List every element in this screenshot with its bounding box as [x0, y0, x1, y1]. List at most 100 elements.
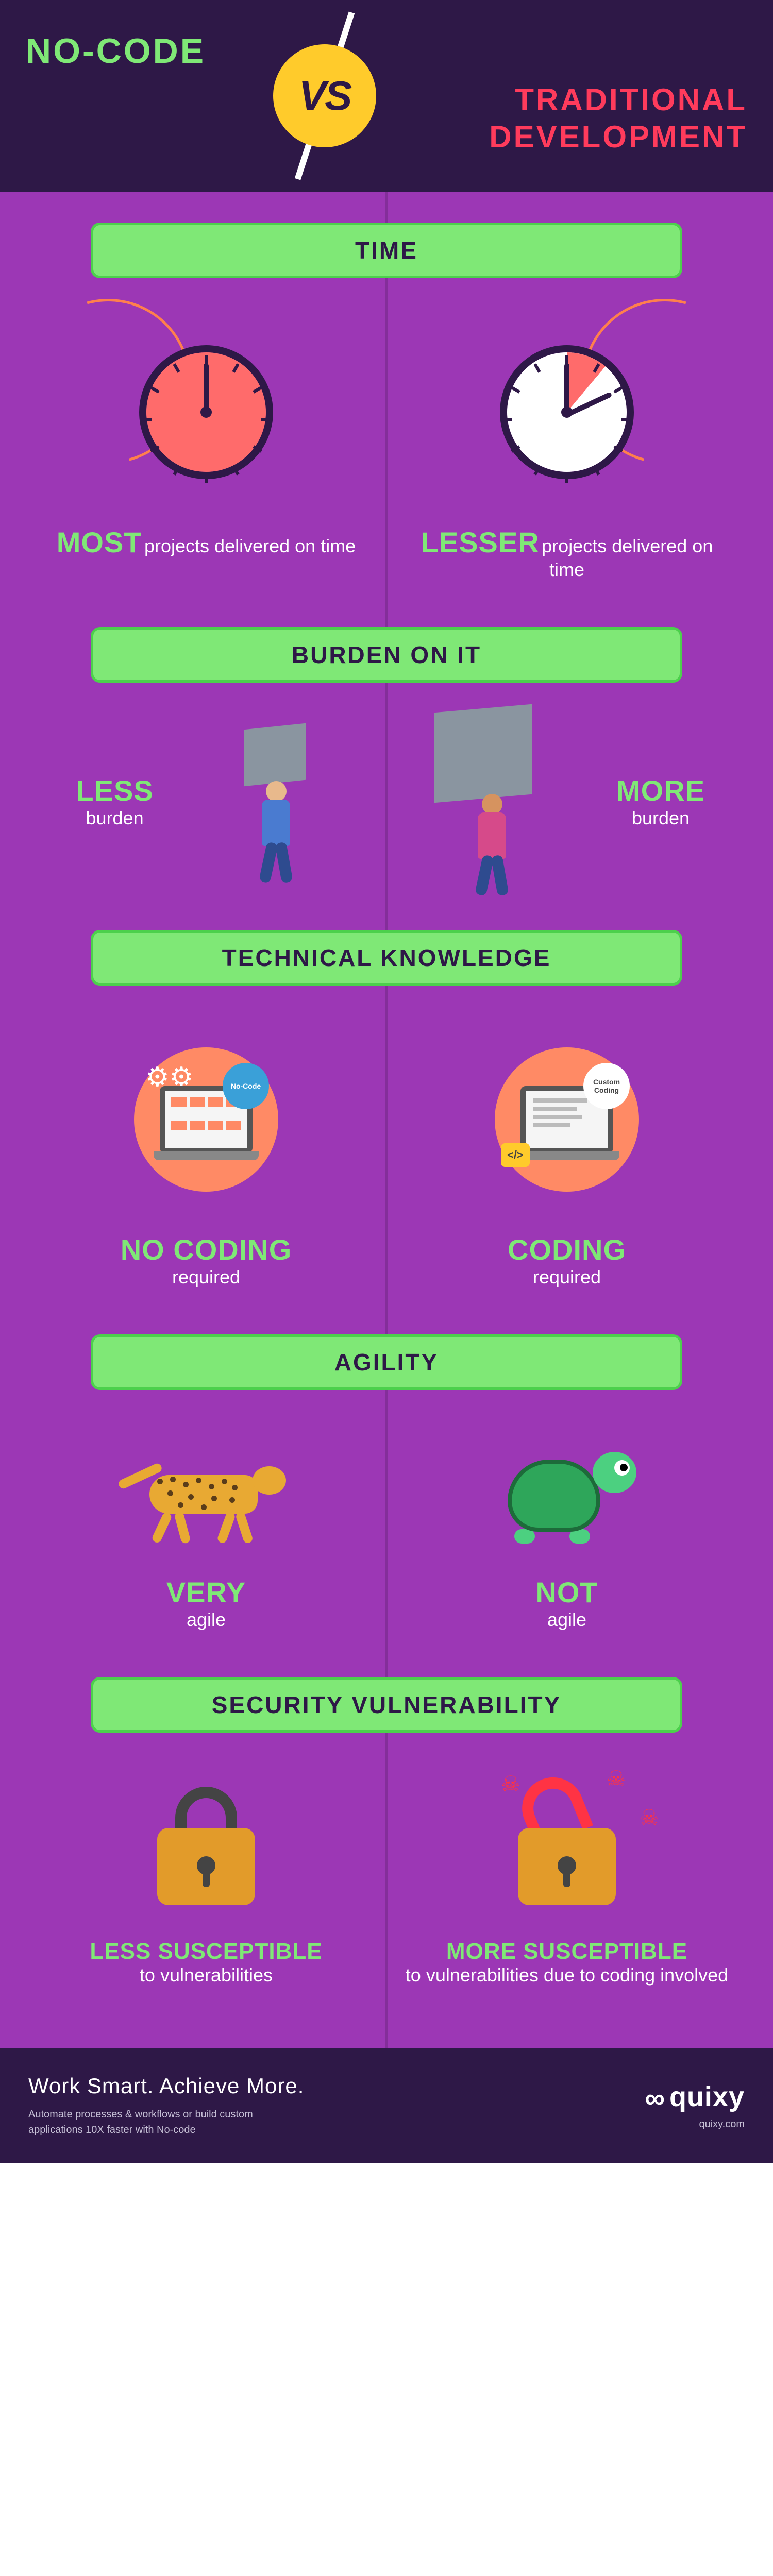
footer-left: Work Smart. Achieve More. Automate proce… [28, 2074, 304, 2138]
coding-circle-icon: </> Custom Coding [495, 1047, 639, 1192]
row-time: MOST projects delivered on time [26, 304, 747, 591]
time-right-sm: projects delivered on time [542, 535, 713, 580]
tech-right-sm: required [508, 1266, 626, 1288]
security-left-cap: LESS SUSCEPTIBLE to vulnerabilities [90, 1939, 322, 1986]
person-big-box-icon [429, 719, 563, 884]
section-title-agility: AGILITY [91, 1334, 682, 1390]
body: TIME MOST projects delivered on time [0, 192, 773, 2048]
burden-right-cap: MORE burden [616, 774, 705, 829]
skull-icon: ☠ [640, 1805, 659, 1830]
footer-right: ∞quixy quixy.com [645, 2081, 745, 2131]
tech-left-sm: required [121, 1266, 292, 1288]
coding-tag: Custom Coding [583, 1063, 630, 1109]
vs-badge: VS [273, 44, 376, 147]
agility-left-sm: agile [166, 1609, 246, 1631]
code-bracket-icon: </> [501, 1143, 530, 1167]
header-right: TRADITIONAL DEVELOPMENT [26, 81, 747, 156]
security-left-big: LESS SUSCEPTIBLE [90, 1939, 322, 1964]
skull-icon: ☠ [501, 1771, 520, 1797]
traditional-l1: TRADITIONAL [26, 81, 747, 118]
turtle-eye [614, 1460, 630, 1476]
leg-icon [259, 842, 278, 884]
person-small-box-icon [223, 726, 337, 876]
infinity-icon: ∞ [645, 2082, 665, 2114]
agility-left: VERY agile [26, 1416, 386, 1641]
footer-subtext: Automate processes & workflows or build … [28, 2107, 296, 2138]
infographic: NO-CODE VS TRADITIONAL DEVELOPMENT TIME [0, 0, 773, 2163]
turtle-shell [508, 1460, 600, 1532]
security-right-cap: MORE SUSCEPTIBLE to vulnerabilities due … [406, 1939, 728, 1986]
security-left-sm: to vulnerabilities [90, 1964, 322, 1986]
cheetah-spots [121, 1447, 291, 1539]
time-right-cap: LESSER projects delivered on time [402, 526, 732, 581]
box-icon [434, 704, 532, 803]
clock-icon [500, 345, 634, 479]
security-right: ☠ ☠ ☠ MORE SUSCEPTIBLE to vulnerabilitie… [386, 1758, 747, 1996]
security-right-big: MORE SUSCEPTIBLE [406, 1939, 728, 1964]
tech-left: ⚙⚙ No-Code NO CODING required [26, 1011, 386, 1298]
lock-vulnerable-icon: ☠ ☠ ☠ [402, 1769, 732, 1923]
vs-circle: VS [273, 44, 376, 147]
burden-left-big: LESS [76, 774, 153, 807]
head-icon [266, 781, 287, 802]
agility-right-cap: NOT agile [535, 1575, 598, 1631]
tech-right-cap: CODING required [508, 1233, 626, 1288]
time-left-big: MOST [57, 526, 142, 558]
agility-right-sm: agile [535, 1609, 598, 1631]
section-title-time: TIME [91, 223, 682, 278]
time-left-cap: MOST projects delivered on time [57, 526, 356, 559]
cheetah-icon [41, 1426, 371, 1560]
section-title-security: SECURITY VULNERABILITY [91, 1677, 682, 1733]
lock-secure-icon [41, 1769, 371, 1923]
burden-left-cap: LESS burden [76, 774, 153, 829]
agility-left-big: VERY [166, 1575, 246, 1609]
tech-left-illus: ⚙⚙ No-Code [41, 1022, 371, 1217]
brand-name: quixy [669, 2081, 745, 2112]
burden-left-sm: burden [76, 807, 153, 829]
header-left: NO-CODE [26, 31, 747, 71]
time-left: MOST projects delivered on time [26, 304, 386, 591]
clock-right-illus [402, 314, 732, 510]
time-right: LESSER projects delivered on time [386, 304, 747, 591]
tech-left-cap: NO CODING required [121, 1233, 292, 1288]
body-icon [262, 800, 290, 846]
burden-right-sm: burden [616, 807, 705, 829]
footer-tagline: Work Smart. Achieve More. [28, 2074, 304, 2098]
clock-left-illus [41, 314, 371, 510]
row-security: LESS SUSCEPTIBLE to vulnerabilities ☠ ☠ … [26, 1758, 747, 1996]
turtle-icon [402, 1426, 732, 1560]
security-right-sm: to vulnerabilities due to coding involve… [406, 1964, 728, 1986]
agility-right: NOT agile [386, 1416, 747, 1641]
tech-right-illus: </> Custom Coding [402, 1022, 732, 1217]
clock-dot [200, 406, 212, 418]
leg-icon [275, 842, 293, 884]
vs-text: VS [299, 72, 351, 120]
code-lines-icon [533, 1098, 601, 1141]
clock-dot [561, 406, 573, 418]
burden-left: LESS burden [26, 708, 386, 894]
section-title-tech: TECHNICAL KNOWLEDGE [91, 930, 682, 986]
agility-left-cap: VERY agile [166, 1575, 246, 1631]
nocode-tag: No-Code [223, 1063, 269, 1109]
lock-keyhole [197, 1856, 215, 1875]
body-icon [478, 812, 506, 859]
row-burden: LESS burden [26, 708, 747, 894]
nocode-label: NO-CODE [26, 31, 206, 71]
time-right-big: LESSER [421, 526, 540, 558]
nocode-circle-icon: ⚙⚙ No-Code [134, 1047, 278, 1192]
tech-right: </> Custom Coding CODING required [386, 1011, 747, 1298]
header: NO-CODE VS TRADITIONAL DEVELOPMENT [0, 0, 773, 192]
security-left: LESS SUSCEPTIBLE to vulnerabilities [26, 1758, 386, 1996]
row-tech: ⚙⚙ No-Code NO CODING required [26, 1011, 747, 1298]
agility-right-big: NOT [535, 1575, 598, 1609]
tech-left-big: NO CODING [121, 1233, 292, 1266]
brand-logo: ∞quixy [645, 2081, 745, 2115]
turtle-head [593, 1452, 636, 1493]
turtle-leg [514, 1529, 535, 1544]
burden-right-big: MORE [616, 774, 705, 807]
head-icon [482, 794, 502, 815]
traditional-l2: DEVELOPMENT [26, 118, 747, 156]
tech-right-big: CODING [508, 1233, 626, 1266]
time-left-sm: projects delivered on time [144, 535, 356, 556]
brand-url: quixy.com [645, 2119, 745, 2130]
